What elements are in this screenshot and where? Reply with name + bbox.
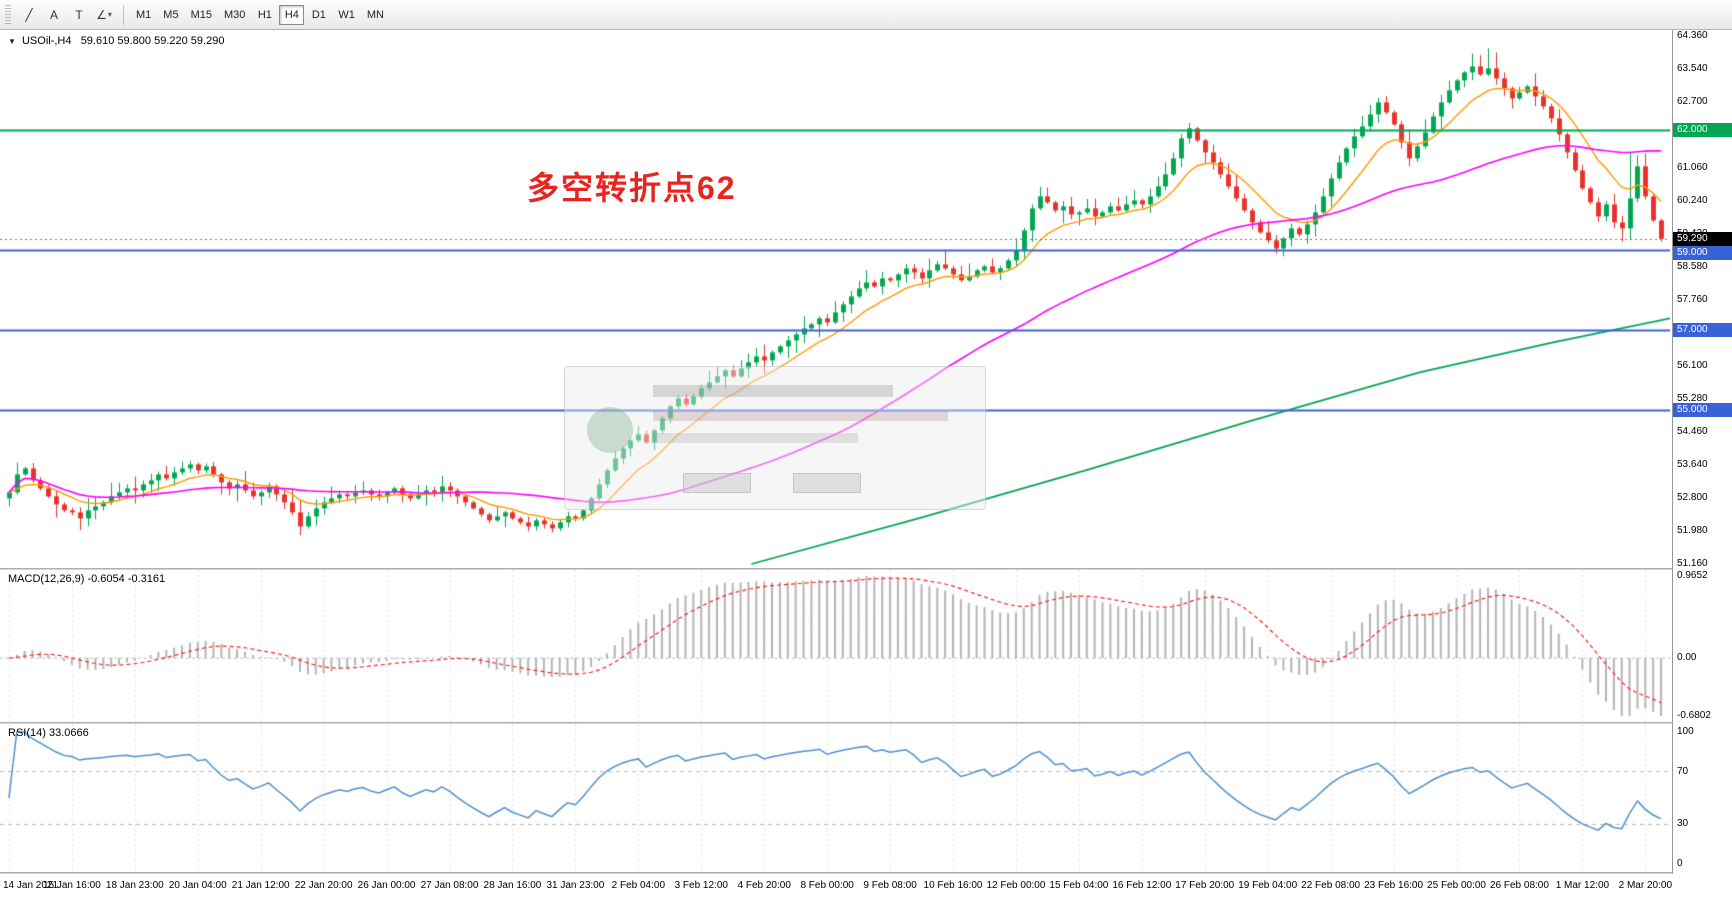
time-axis-label: 14 Jan 2021 xyxy=(3,880,59,891)
time-axis-label: 18 Jan 23:00 xyxy=(105,880,164,891)
watermark-dialog xyxy=(564,366,986,510)
price-axis-tick: 61.060 xyxy=(1677,162,1708,173)
watermark-text-line xyxy=(653,385,893,397)
time-axis-label: 25 Feb 00:00 xyxy=(1427,880,1486,891)
price-axis-tick: 51.160 xyxy=(1677,558,1708,569)
rsi-axis-tick: 70 xyxy=(1677,765,1689,777)
time-axis-label: 31 Jan 23:00 xyxy=(546,880,605,891)
time-axis-label: 16 Feb 12:00 xyxy=(1112,880,1172,891)
macd-axis-tick: 0.9652 xyxy=(1677,570,1708,581)
hline-price-badge: 59.000 xyxy=(1673,245,1732,260)
price-axis-tick: 56.100 xyxy=(1677,360,1708,372)
chart-annotation-text[interactable]: 多空转折点62 xyxy=(527,170,737,206)
time-axis-label: 17 Feb 20:00 xyxy=(1175,880,1235,891)
time-axis-label: 28 Jan 16:00 xyxy=(483,880,542,891)
watermark-text-line xyxy=(653,433,858,443)
trendline-icon: ╱ xyxy=(25,7,33,22)
macd-panel-canvas[interactable] xyxy=(0,570,1670,722)
time-axis-label: 27 Jan 08:00 xyxy=(420,880,479,891)
toolbar-grip[interactable] xyxy=(5,4,11,25)
timeframe-m1-button[interactable]: M1 xyxy=(131,5,156,25)
time-axis-label: 20 Jan 04:00 xyxy=(168,880,227,891)
macd-axis-tick: -0.6802 xyxy=(1677,710,1711,721)
line-studies-button[interactable]: ∠ ▾ xyxy=(92,4,116,26)
text-tool-icon: A xyxy=(49,7,58,22)
price-axis-tick: 52.800 xyxy=(1677,492,1708,504)
panel-separator[interactable] xyxy=(0,722,1732,724)
rsi-indicator-label: RSI(14) 33.0666 xyxy=(8,727,89,739)
price-axis-tick: 55.280 xyxy=(1677,393,1708,405)
price-axis-tick: 51.980 xyxy=(1677,525,1708,537)
price-axis[interactable]: 64.36063.54062.70061.88061.06060.24059.4… xyxy=(1672,30,1732,874)
ohlc-values: 59.610 59.800 59.220 59.290 xyxy=(80,35,225,47)
timeframe-d1-button[interactable]: D1 xyxy=(306,5,331,25)
time-axis-label: 2 Mar 20:00 xyxy=(1618,880,1673,891)
timeframe-w1-button[interactable]: W1 xyxy=(333,5,360,25)
text-tool-button[interactable]: A xyxy=(42,4,66,26)
price-axis-tick: 60.240 xyxy=(1677,194,1708,206)
watermark-text-line xyxy=(653,411,948,421)
macd-indicator-label: MACD(12,26,9) -0.6054 -0.3161 xyxy=(8,573,166,585)
toolbar: ╱ A T ∠ ▾ M1 M5 M15 M30 H1 H4 D1 W1 MN xyxy=(0,0,1732,30)
time-axis-label: 1 Mar 12:00 xyxy=(1555,880,1610,891)
hline-price-badge: 57.000 xyxy=(1673,323,1732,338)
trendline-tool-button[interactable]: ╱ xyxy=(17,4,41,26)
time-axis-label: 19 Feb 04:00 xyxy=(1238,880,1298,891)
timeframe-m30-button[interactable]: M30 xyxy=(219,5,250,25)
price-axis-tick: 63.540 xyxy=(1677,62,1708,74)
timeframe-h1-button[interactable]: H1 xyxy=(252,5,277,25)
panel-separator[interactable] xyxy=(0,872,1732,874)
text-label-icon: T xyxy=(75,7,83,22)
timeframe-mn-button[interactable]: MN xyxy=(362,5,389,25)
current-price-badge: 59.290 xyxy=(1673,231,1732,246)
price-axis-tick: 58.580 xyxy=(1677,261,1708,273)
time-axis-label: 2 Feb 04:00 xyxy=(611,880,665,891)
time-axis-label: 3 Feb 12:00 xyxy=(674,880,728,891)
price-axis-tick: 54.460 xyxy=(1677,426,1708,437)
timeframe-m15-button[interactable]: M15 xyxy=(186,5,217,25)
time-axis-label: 23 Feb 16:00 xyxy=(1364,880,1424,891)
time-axis-label: 15 Feb 04:00 xyxy=(1049,880,1109,891)
price-axis-tick: 53.640 xyxy=(1677,458,1708,470)
main-chart-canvas[interactable] xyxy=(0,30,1670,568)
watermark-button xyxy=(793,473,861,493)
collapse-triangle-icon[interactable]: ▼ xyxy=(8,37,16,46)
time-axis-label: 26 Jan 00:00 xyxy=(357,880,416,891)
time-axis-label: 22 Feb 08:00 xyxy=(1301,880,1361,891)
price-axis-tick: 57.760 xyxy=(1677,294,1708,305)
text-label-tool-button[interactable]: T xyxy=(67,4,91,26)
time-axis-label: 8 Feb 00:00 xyxy=(800,880,854,891)
rsi-axis-tick: 30 xyxy=(1677,818,1689,830)
macd-axis-tick: 0.00 xyxy=(1677,652,1697,664)
rsi-panel-canvas[interactable] xyxy=(0,724,1670,872)
price-axis-tick: 64.360 xyxy=(1677,30,1708,41)
rsi-axis-tick: 0 xyxy=(1677,858,1683,869)
time-axis[interactable]: 14 Jan 2021 15 Jan 16:00 18 Jan 23:00 20 Ja… xyxy=(0,874,1672,900)
watermark-button xyxy=(683,473,751,493)
symbol-name: USOil-,H4 xyxy=(21,35,72,47)
time-axis-label: 15 Jan 16:00 xyxy=(42,880,101,891)
timeframe-group: M1 M5 M15 M30 H1 H4 D1 W1 MN xyxy=(131,4,389,25)
time-axis-label: 21 Jan 12:00 xyxy=(231,880,290,891)
time-axis-label: 26 Feb 08:00 xyxy=(1489,880,1549,891)
time-axis-label: 10 Feb 16:00 xyxy=(923,880,983,891)
price-axis-tick: 62.700 xyxy=(1677,96,1708,108)
time-axis-label: 4 Feb 20:00 xyxy=(737,880,791,891)
toolbar-separator xyxy=(123,4,124,25)
time-axis-label: 22 Jan 20:00 xyxy=(294,880,353,891)
timeframe-h4-button[interactable]: H4 xyxy=(279,4,305,25)
panel-separator[interactable] xyxy=(0,568,1732,570)
watermark-logo xyxy=(587,407,633,453)
chevron-down-icon: ▾ xyxy=(107,10,112,19)
rsi-axis-tick: 100 xyxy=(1677,726,1694,737)
time-axis-label: 12 Feb 00:00 xyxy=(986,880,1046,891)
time-axis-label: 9 Feb 08:00 xyxy=(863,880,917,891)
hline-price-badge: 62.000 xyxy=(1673,123,1732,138)
symbol-ohlc-label: ▼ USOil-,H4 59.610 59.800 59.220 59.290 xyxy=(8,35,224,47)
timeframe-m5-button[interactable]: M5 xyxy=(158,5,183,25)
hline-price-badge: 55.000 xyxy=(1673,403,1732,418)
line-studies-icon: ∠ xyxy=(96,7,107,22)
